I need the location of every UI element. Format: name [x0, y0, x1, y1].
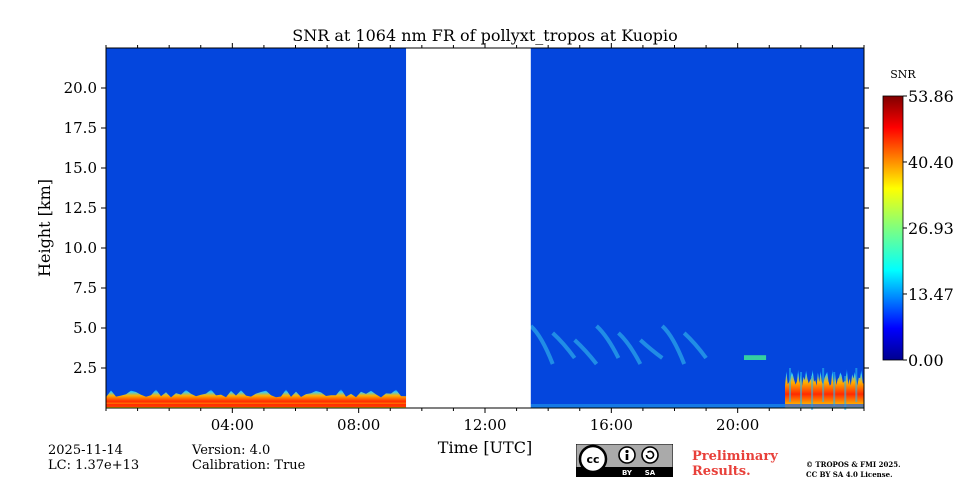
y-tick-label: 7.5 — [73, 279, 97, 297]
colorbar-tick-label: 26.93 — [908, 219, 954, 238]
colorbar — [882, 95, 904, 361]
footer-lc: LC: 1.37e+13 — [48, 458, 140, 473]
footer-date-block: 2025-11-14 LC: 1.37e+13 — [48, 443, 139, 473]
share-alike-icon — [641, 446, 659, 464]
copyright-line-1: © TROPOS & FMI 2025. — [806, 460, 901, 469]
y-axis-label: Height [km] — [35, 179, 54, 277]
heatmap-feature-1 — [106, 389, 407, 408]
heatmap-feature-3 — [743, 355, 767, 360]
copyright-line-2: CC BY SA 4.0 License. — [806, 470, 893, 479]
preliminary-line-1: Preliminary — [692, 449, 778, 464]
y-tick-label: 15.0 — [64, 159, 97, 177]
y-tick-label: 2.5 — [73, 359, 97, 377]
x-tick-label: 08:00 — [337, 416, 380, 434]
cc-by-sa-badge: cc BY SA — [576, 444, 673, 477]
x-tick-label: 04:00 — [211, 416, 254, 434]
x-tick-label: 20:00 — [716, 416, 759, 434]
heatmap-feature-2 — [529, 324, 708, 366]
chart-title: SNR at 1064 nm FR of pollyxt_tropos at K… — [292, 26, 677, 45]
surface-band — [530, 404, 864, 408]
preliminary-line-2: Results. — [692, 464, 751, 479]
y-tick-label: 10.0 — [64, 239, 97, 257]
no-data-gap — [406, 48, 531, 408]
colorbar-tick-label: 53.86 — [908, 87, 954, 106]
y-tick-label: 5.0 — [73, 319, 97, 337]
colorbar-label: SNR — [890, 68, 916, 81]
copyright-notice: © TROPOS & FMI 2025. CC BY SA 4.0 Licens… — [806, 460, 901, 480]
x-tick-label: 16:00 — [590, 416, 633, 434]
x-axis-label: Time [UTC] — [438, 438, 532, 457]
y-tick-label: 12.5 — [64, 199, 97, 217]
colorbar-tick-label: 40.40 — [908, 153, 954, 172]
badge-by-text: BY — [622, 469, 633, 477]
footer-calibration: Calibration: True — [192, 458, 306, 473]
y-tick-label: 17.5 — [64, 119, 97, 137]
colorbar-tick-label: 0.00 — [908, 351, 944, 370]
cc-icon — [578, 444, 608, 474]
footer-date: 2025-11-14 — [48, 443, 123, 458]
footer-version: Version: 4.0 — [192, 443, 271, 458]
badge-sa-text: SA — [645, 469, 656, 477]
x-tick-label: 12:00 — [463, 416, 506, 434]
footer-version-block: Version: 4.0 Calibration: True — [192, 443, 305, 473]
y-tick-label: 20.0 — [64, 79, 97, 97]
colorbar-tick-label: 13.47 — [908, 285, 954, 304]
preliminary-results-note: Preliminary Results. — [692, 449, 778, 479]
svg-text:cc: cc — [586, 453, 599, 466]
